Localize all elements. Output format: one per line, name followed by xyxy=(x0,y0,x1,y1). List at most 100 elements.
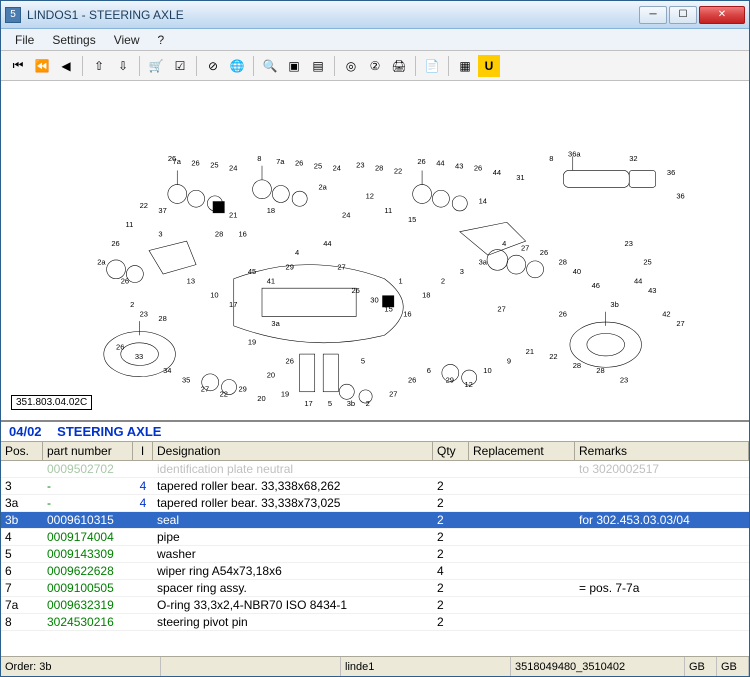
table-row[interactable]: 83024530216steering pivot pin2 xyxy=(1,614,749,631)
menu-view[interactable]: View xyxy=(106,31,148,49)
cell-pn: 0009632319 xyxy=(43,597,133,613)
title-name: STEERING AXLE xyxy=(57,424,161,439)
menubar: FileSettingsView? xyxy=(1,29,749,51)
close-button[interactable]: ✕ xyxy=(699,6,745,24)
cell-i xyxy=(133,461,153,477)
cell-pos: 7 xyxy=(1,580,43,596)
svg-text:8: 8 xyxy=(257,154,261,163)
svg-text:34: 34 xyxy=(163,366,171,375)
svg-text:19: 19 xyxy=(248,338,256,347)
col-remarks[interactable]: Remarks xyxy=(575,442,749,460)
minimize-button[interactable]: ─ xyxy=(639,6,667,24)
cell-i xyxy=(133,529,153,545)
table-row[interactable]: 40009174004pipe2 xyxy=(1,529,749,546)
tb-zoom-icon[interactable]: 🔍 xyxy=(259,55,281,77)
svg-text:27: 27 xyxy=(521,243,529,252)
col-replacement[interactable]: Replacement xyxy=(469,442,575,460)
col-i[interactable]: I xyxy=(133,442,153,460)
table-row[interactable]: 70009100505spacer ring assy.2= pos. 7-7a xyxy=(1,580,749,597)
tb-cart-icon[interactable]: 🛒 xyxy=(145,55,167,77)
tb-globe-icon[interactable]: 🌐 xyxy=(226,55,248,77)
tb-nav-down-icon[interactable]: ⇩ xyxy=(112,55,134,77)
cell-i xyxy=(133,546,153,562)
cell-des: pipe xyxy=(153,529,433,545)
cell-pn: - xyxy=(43,495,133,511)
tb-doc-icon[interactable]: 📄 xyxy=(421,55,443,77)
tb-box2-icon[interactable]: ▤ xyxy=(307,55,329,77)
table-row[interactable]: 3a-4tapered roller bear. 33,338x73,0252 xyxy=(1,495,749,512)
svg-text:2: 2 xyxy=(441,276,445,285)
svg-text:27: 27 xyxy=(497,305,505,314)
exploded-diagram: 7a26252487a262524232822264443264431836a3… xyxy=(1,81,749,420)
tb-u-btn-icon[interactable]: U xyxy=(478,55,500,77)
svg-text:30: 30 xyxy=(370,295,378,304)
cell-rem: = pos. 7-7a xyxy=(575,580,749,596)
cell-des: wiper ring A54x73,18x6 xyxy=(153,563,433,579)
tb-geo-off-icon[interactable]: ⊘ xyxy=(202,55,224,77)
table-body[interactable]: 0009502702identification plate neutralto… xyxy=(1,461,749,656)
menu-file[interactable]: File xyxy=(7,31,42,49)
col-qty[interactable]: Qty xyxy=(433,442,469,460)
cell-pos: 8 xyxy=(1,614,43,630)
table-row[interactable]: 0009502702identification plate neutralto… xyxy=(1,461,749,478)
toolbar: ⏮⏪◀ ⇧⇩ 🛒☑ ⊘🌐 🔍▣▤ ◎②🖨 📄 ▦U xyxy=(1,51,749,81)
svg-text:13: 13 xyxy=(187,276,195,285)
svg-text:8: 8 xyxy=(549,154,553,163)
svg-text:24: 24 xyxy=(342,211,350,220)
cell-qty xyxy=(433,461,469,477)
svg-text:28: 28 xyxy=(158,314,166,323)
svg-text:2a: 2a xyxy=(318,182,327,191)
col-partnumber[interactable]: part number xyxy=(43,442,133,460)
col-designation[interactable]: Designation xyxy=(153,442,433,460)
menu-settings[interactable]: Settings xyxy=(44,31,103,49)
svg-text:22: 22 xyxy=(394,166,402,175)
cell-rep xyxy=(469,478,575,494)
cell-pn: 0009610315 xyxy=(43,512,133,528)
tb-target-icon[interactable]: ◎ xyxy=(340,55,362,77)
table-row[interactable]: 50009143309washer2 xyxy=(1,546,749,563)
svg-text:36: 36 xyxy=(676,192,684,201)
cell-qty: 2 xyxy=(433,495,469,511)
svg-text:11: 11 xyxy=(384,206,392,215)
status-user: linde1 xyxy=(341,657,511,676)
svg-text:27: 27 xyxy=(337,262,345,271)
menu-help[interactable]: ? xyxy=(150,31,173,49)
tb-print-icon[interactable]: 🖨 xyxy=(388,55,410,77)
svg-text:15: 15 xyxy=(408,215,416,224)
cell-rem xyxy=(575,563,749,579)
cell-rem xyxy=(575,495,749,511)
tb-flag-icon[interactable]: ▦ xyxy=(454,55,476,77)
tb-nav-up-icon[interactable]: ⇧ xyxy=(88,55,110,77)
table-row[interactable]: 60009622628wiper ring A54x73,18x64 xyxy=(1,563,749,580)
cell-pos xyxy=(1,461,43,477)
tb-num-icon[interactable]: ② xyxy=(364,55,386,77)
cell-des: identification plate neutral xyxy=(153,461,433,477)
cell-rem xyxy=(575,597,749,613)
toolbar-separator xyxy=(253,56,254,76)
svg-text:22: 22 xyxy=(220,389,228,398)
parts-table-area: 04/02 STEERING AXLE Pos. part number I D… xyxy=(1,422,749,656)
svg-text:23: 23 xyxy=(620,375,628,384)
svg-text:25: 25 xyxy=(210,161,218,170)
title-code: 04/02 xyxy=(9,424,42,439)
cell-des: washer xyxy=(153,546,433,562)
table-row[interactable]: 7a0009632319O-ring 33,3x2,4-NBR70 ISO 84… xyxy=(1,597,749,614)
svg-text:27: 27 xyxy=(676,319,684,328)
table-row[interactable]: 3b0009610315seal2for 302.453.03.03/04 xyxy=(1,512,749,529)
col-pos[interactable]: Pos. xyxy=(1,442,43,460)
svg-text:23: 23 xyxy=(140,309,148,318)
tb-prev-fast-icon[interactable]: ⏪ xyxy=(31,55,53,77)
svg-text:26: 26 xyxy=(116,342,124,351)
status-ref: 3518049480_3510402 xyxy=(511,657,685,676)
maximize-button[interactable]: ☐ xyxy=(669,6,697,24)
table-row[interactable]: 3-4tapered roller bear. 33,338x68,2622 xyxy=(1,478,749,495)
tb-check-icon[interactable]: ☑ xyxy=(169,55,191,77)
diagram-viewport[interactable]: 7a26252487a262524232822264443264431836a3… xyxy=(1,81,749,422)
statusbar: Order: 3b linde1 3518049480_3510402 GB G… xyxy=(1,656,749,676)
tb-box1-icon[interactable]: ▣ xyxy=(283,55,305,77)
status-2 xyxy=(161,657,341,676)
tb-prev-icon[interactable]: ◀ xyxy=(55,55,77,77)
svg-text:26: 26 xyxy=(191,159,199,168)
cell-des: tapered roller bear. 33,338x68,262 xyxy=(153,478,433,494)
tb-first-icon[interactable]: ⏮ xyxy=(7,55,29,77)
